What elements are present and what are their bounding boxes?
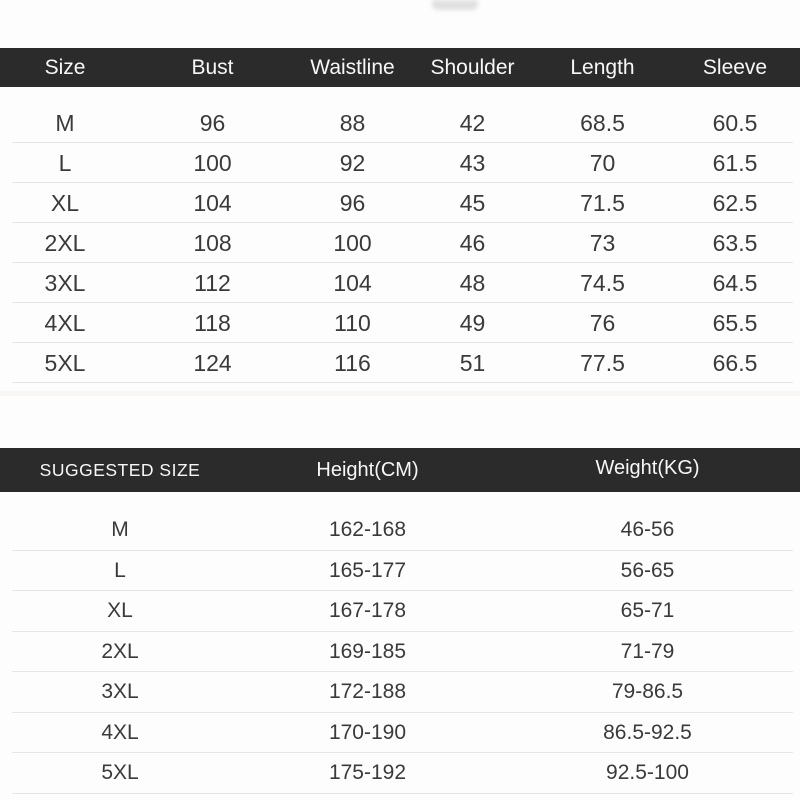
cell-size: XL [50,189,80,216]
table-row: 5XL 175-192 92.5-100 [0,753,800,794]
table-row: 3XL 112 104 48 74.5 64.5 [0,263,800,303]
cell-length: 70 [589,149,616,176]
cell-bust: 104 [193,189,232,216]
cell-bust: 96 [199,109,226,136]
header-cell-suggested-size: SUGGESTED SIZE [39,459,201,480]
table-row: 5XL 124 116 51 77.5 66.5 [0,343,800,383]
cell-shoulder: 46 [459,229,486,256]
cell-size: 2XL [44,229,86,256]
suggested-table-body: M 162-168 46-56 L 165-177 56-65 XL 167-1… [0,510,800,794]
table-row: M 96 88 42 68.5 60.5 [0,103,800,143]
cell-waistline: 88 [339,109,366,136]
cell-weight: 46-56 [620,518,675,542]
cell-waistline: 92 [339,149,366,176]
table-row: 2XL 169-185 71-79 [0,632,800,673]
cell-waistline: 110 [334,309,371,336]
cell-size: XL [107,599,133,623]
cell-waistline: 104 [333,269,372,296]
cell-height: 169-185 [328,639,407,663]
cell-height: 167-178 [328,599,407,623]
cell-size: 3XL [44,269,86,296]
table-row: 3XL 172-188 79-86.5 [0,672,800,713]
cell-sleeve: 62.5 [712,189,758,216]
table-row: L 165-177 56-65 [0,551,800,592]
header-cell-height: Height(CM) [316,458,419,481]
cell-weight: 79-86.5 [611,680,684,704]
cell-shoulder: 49 [459,309,486,336]
cell-sleeve: 66.5 [712,349,758,376]
cell-size: 5XL [44,349,86,376]
cell-shoulder: 43 [459,149,486,176]
cell-length: 76 [589,309,616,336]
cell-height: 165-177 [328,558,407,582]
header-cell-size: Size [44,55,86,79]
cell-size: 4XL [44,309,86,336]
cell-shoulder: 45 [459,189,486,216]
cell-sleeve: 65.5 [712,309,758,336]
cell-size: M [111,518,129,542]
cell-length: 71.5 [580,189,625,216]
header-cell-length: Length [570,55,635,79]
cell-height: 162-168 [328,518,407,542]
header-cell-sleeve: Sleeve [702,55,768,79]
cell-height: 172-188 [328,680,407,704]
cell-sleeve: 60.5 [712,109,758,136]
table-row: XL 104 96 45 71.5 62.5 [0,183,800,223]
cell-size: M [55,109,75,136]
cell-bust: 112 [194,269,231,296]
table-row: 4XL 170-190 86.5-92.5 [0,713,800,754]
cell-sleeve: 63.5 [712,229,758,256]
cell-shoulder: 42 [459,109,486,136]
cell-shoulder: 51 [459,349,486,376]
divider-band [0,391,800,396]
header-cell-shoulder: Shoulder [430,55,515,79]
cell-size: 5XL [101,761,139,785]
cell-size: 3XL [101,680,139,704]
table-row: 4XL 118 110 49 76 65.5 [0,303,800,343]
table-row: 2XL 108 100 46 73 63.5 [0,223,800,263]
cell-sleeve: 64.5 [712,269,758,296]
cell-shoulder: 48 [459,269,486,296]
cell-length: 73 [589,229,616,256]
header-cell-bust: Bust [191,55,234,79]
cell-size: L [58,149,72,176]
cell-length: 68.5 [580,109,625,136]
suggested-table-header: SUGGESTED SIZE Height(CM) Weight(KG) [0,448,800,492]
header-cell-weight: Weight(KG) [595,456,700,479]
measurement-table-body: M 96 88 42 68.5 60.5 L 100 92 43 70 61.5… [0,103,800,383]
cell-bust: 124 [193,349,232,376]
table-row: M 162-168 46-56 [0,510,800,551]
cell-bust: 100 [193,149,232,176]
cell-waistline: 96 [339,189,366,216]
cell-weight: 71-79 [620,639,675,663]
cell-length: 77.5 [580,349,625,376]
cell-size: 4XL [101,720,139,744]
cell-height: 175-192 [328,761,407,785]
cell-weight: 65-71 [620,599,675,623]
measurement-table-header: Size Bust Waistline Shoulder Length Slee… [0,48,800,87]
header-cell-waistline: Waistline [310,55,395,79]
table-row: XL 167-178 65-71 [0,591,800,632]
cell-weight: 86.5-92.5 [603,720,692,744]
table-row: L 100 92 43 70 61.5 [0,143,800,183]
cell-size: L [114,558,126,582]
cell-weight: 92.5-100 [606,761,689,785]
cell-bust: 118 [194,309,231,336]
cell-bust: 108 [193,229,232,256]
cropped-artifact [432,0,478,10]
cell-sleeve: 61.5 [712,149,758,176]
cell-waistline: 116 [334,349,371,376]
cell-weight: 56-65 [620,558,675,582]
cell-waistline: 100 [333,229,372,256]
cell-size: 2XL [101,639,139,663]
cell-length: 74.5 [580,269,625,296]
cell-height: 170-190 [328,720,407,744]
